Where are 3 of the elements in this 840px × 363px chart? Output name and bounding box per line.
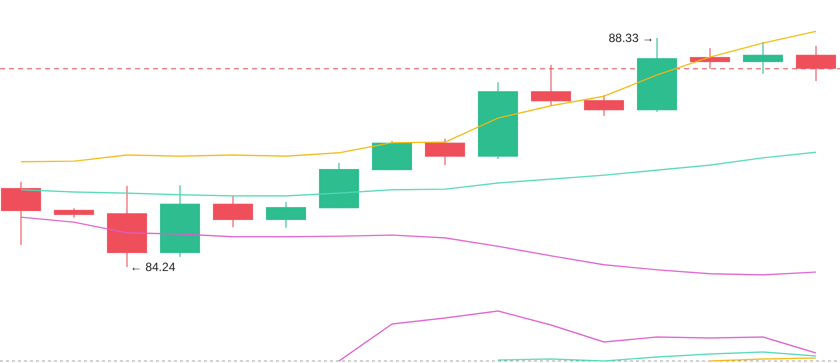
annotation: 88.33 → — [608, 31, 654, 45]
annotation: ← 84.24 — [130, 260, 176, 274]
candlestick — [743, 41, 783, 74]
